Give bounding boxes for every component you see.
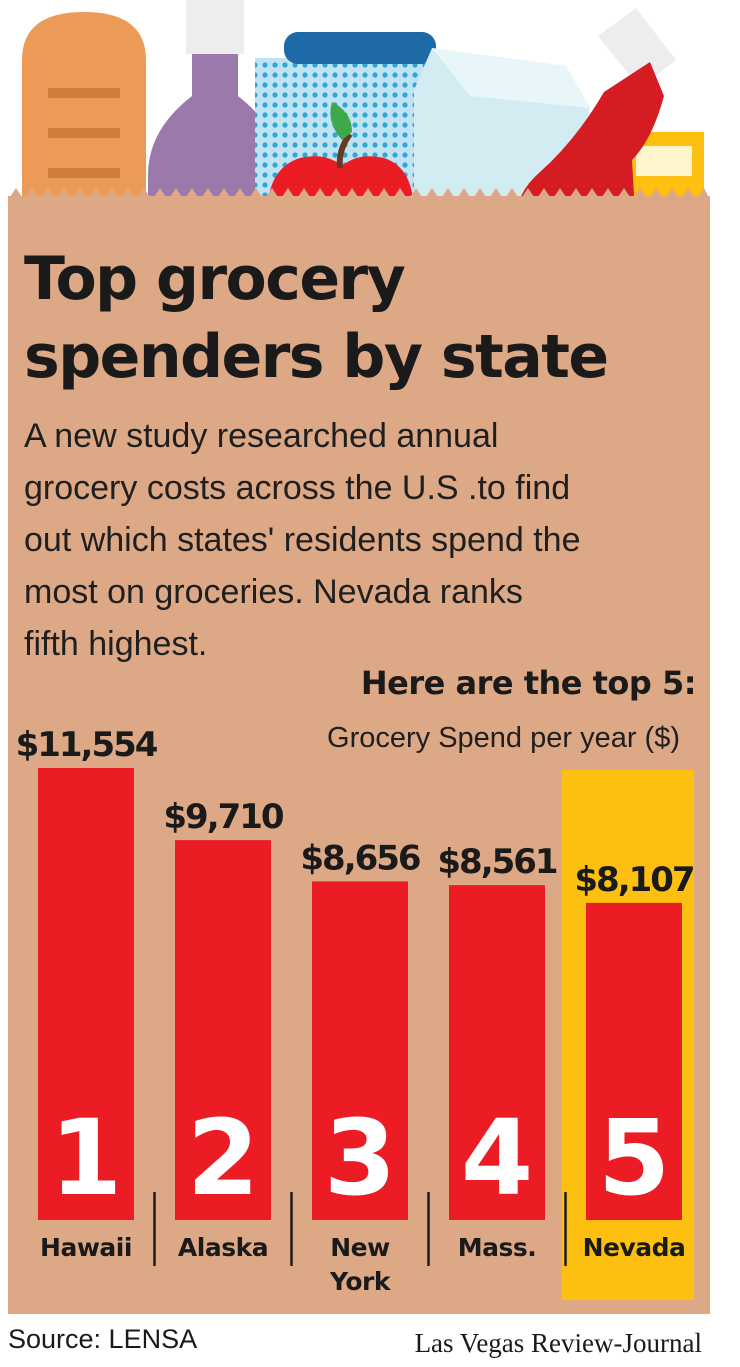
rank-number: 1: [50, 1097, 122, 1219]
bag-zigzag-edge: [8, 188, 710, 212]
chart-title: Top grocery spenders by state: [24, 240, 704, 396]
rank-number: 2: [187, 1097, 259, 1219]
bar-value-label: $9,710: [163, 797, 284, 837]
bar: [175, 840, 271, 1220]
intro-line: A new study researched annual: [24, 417, 499, 455]
bar: [449, 885, 545, 1220]
bar-value-label: $8,656: [300, 838, 420, 878]
bar: [38, 768, 134, 1220]
rank-number: 4: [461, 1097, 533, 1219]
intro-line: grocery costs across the U.S .to find: [24, 469, 571, 507]
bar-value-label: $8,107: [574, 860, 693, 900]
y-axis-label: Grocery Spend per year ($): [327, 722, 680, 754]
intro-line: fifth highest.: [24, 625, 208, 663]
category-label: Alaska: [178, 1233, 268, 1262]
chart-subhead: Here are the top 5:: [360, 664, 697, 702]
groceries-illustration: [22, 0, 704, 230]
category-label: Nevada: [583, 1233, 686, 1262]
intro-line: out which states' residents spend the: [24, 521, 581, 559]
category-label: York: [329, 1267, 392, 1296]
bottle-icon: [148, 0, 282, 230]
category-label: Mass.: [458, 1233, 537, 1262]
category-label: Hawaii: [40, 1233, 132, 1262]
publisher-credit: Las Vegas Review-Journal: [414, 1328, 702, 1358]
category-label: New: [330, 1233, 390, 1262]
title-line-1: Top grocery: [24, 244, 406, 314]
intro-text: A new study researched annual grocery co…: [24, 410, 694, 670]
bar: [312, 881, 408, 1220]
title-line-2: spenders by state: [24, 322, 609, 392]
ketchup-icon: [515, 8, 676, 230]
source-note: Source: LENSA: [8, 1324, 198, 1354]
bar-value-label: $11,554: [16, 725, 158, 765]
bar-chart: $11,554 1 Hawaii $9,710 2 Alaska $8,656 3 New Yor…: [16, 725, 696, 1300]
bar: [586, 902, 682, 1220]
rank-number: 5: [598, 1097, 670, 1219]
bar-value-label: $8,561: [437, 842, 557, 882]
rank-number: 3: [324, 1097, 396, 1219]
intro-line: most on groceries. Nevada ranks: [24, 573, 523, 611]
